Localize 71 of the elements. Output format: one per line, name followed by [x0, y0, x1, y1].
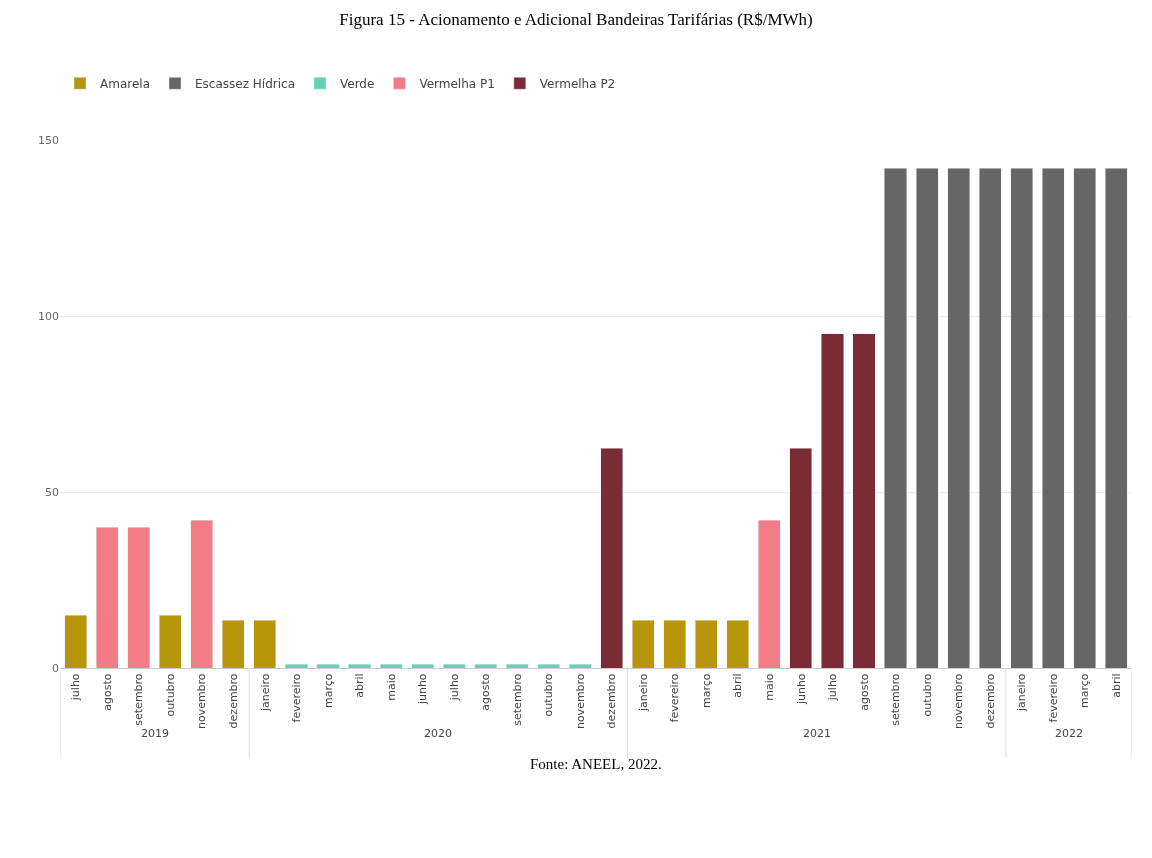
bar [253, 620, 277, 668]
x-tick-label: julho [69, 673, 83, 702]
x-tick-label: abril [353, 673, 367, 698]
y-tick-label: 150 [38, 133, 59, 147]
x-tick-label: julho [826, 673, 840, 702]
x-tick-label: setembro [132, 673, 146, 726]
bar [316, 664, 340, 668]
x-tick-label: setembro [889, 673, 903, 726]
bar [442, 664, 466, 668]
bar [695, 620, 718, 668]
x-tick-label: julho [447, 673, 461, 702]
bar [568, 664, 592, 668]
bar [379, 664, 403, 668]
bar [190, 519, 214, 668]
x-tick-label: dezembro [226, 673, 240, 729]
legend-label: Vermelha P1 [419, 76, 495, 91]
x-tick-label: novembro [573, 673, 587, 730]
x-tick-label: janeiro [1015, 673, 1029, 713]
legend-label: Verde [339, 76, 375, 91]
bar [537, 664, 560, 668]
bar [474, 664, 497, 668]
x-tick-label: junho [416, 673, 430, 706]
x-tick-label: outubro [163, 673, 177, 717]
legend-label: Vermelha P2 [539, 76, 616, 91]
bar [127, 526, 151, 668]
bar [726, 620, 750, 668]
x-tick-label: abril [731, 673, 745, 698]
x-tick-label: fevereiro [668, 673, 682, 723]
y-tick-label: 50 [45, 485, 59, 499]
bar [64, 614, 88, 668]
bar [411, 664, 434, 668]
bar [222, 620, 245, 668]
x-tick-label: agosto [857, 673, 871, 711]
text: 2022 [1055, 727, 1083, 740]
x-tick-label: novembro [195, 673, 209, 730]
bar [505, 664, 529, 668]
bar [663, 620, 687, 668]
x-tick-label: maio [384, 673, 398, 701]
bar [348, 664, 371, 668]
y-tick-label: 0 [52, 661, 59, 675]
legend-label: Amarela [100, 76, 150, 91]
y-tick-label: 100 [38, 309, 59, 323]
bar [632, 620, 655, 668]
x-tick-label: dezembro [605, 673, 619, 729]
x-tick-label: março [321, 673, 335, 708]
text: 2019 [141, 727, 169, 740]
bar [285, 664, 308, 668]
x-tick-label: agosto [479, 673, 493, 711]
x-tick-label: novembro [952, 673, 966, 730]
x-tick-label: maio [762, 673, 776, 701]
x-tick-label: fevereiro [290, 673, 304, 723]
x-tick-label: dezembro [983, 673, 997, 729]
x-tick-label: março [1078, 673, 1092, 708]
chart-title: Figura 15 - Acionamento e Adicional Bandeiras Tarifárias (R$/MWh) [339, 9, 813, 29]
text: 2021 [803, 727, 831, 740]
x-tick-label: janeiro [636, 673, 650, 713]
bar [159, 614, 182, 668]
text: 2020 [424, 727, 452, 740]
x-tick-label: outubro [920, 673, 934, 717]
bar [96, 526, 119, 668]
x-tick-label: abril [1109, 673, 1123, 698]
x-tick-label: março [699, 673, 713, 708]
source-note: Fonte: ANEEL, 2022. [530, 756, 662, 772]
x-tick-label: junho [794, 673, 808, 706]
legend-label: Escassez Hídrica [195, 76, 295, 91]
x-tick-label: janeiro [258, 673, 272, 713]
x-tick-label: setembro [510, 673, 524, 726]
x-tick-label: fevereiro [1046, 673, 1060, 723]
x-tick-label: agosto [100, 673, 114, 711]
bar [758, 519, 781, 668]
x-tick-label: outubro [542, 673, 556, 717]
